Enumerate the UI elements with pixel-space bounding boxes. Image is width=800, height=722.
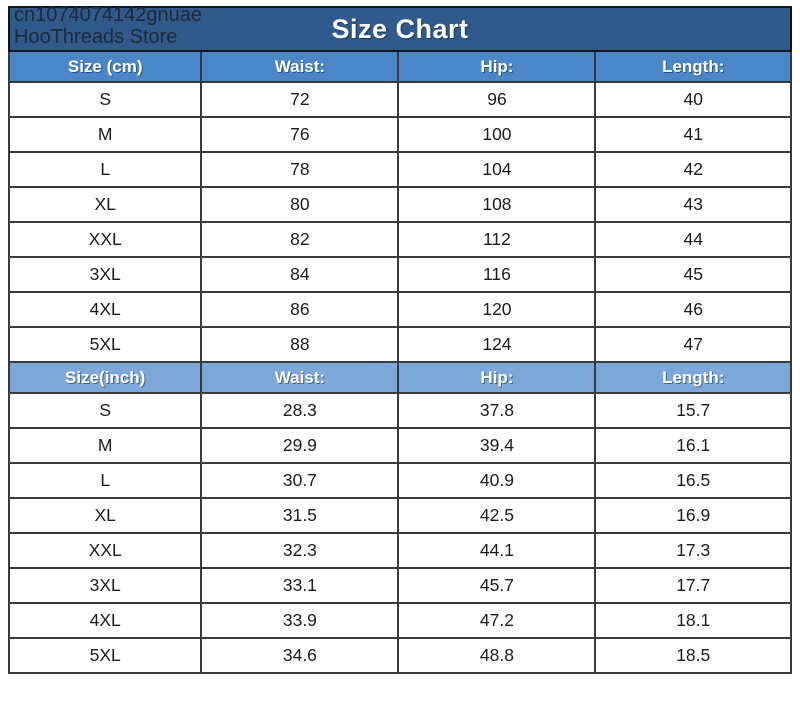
waist-value-cell: 82 bbox=[200, 221, 400, 258]
size-label-cell: XXL bbox=[7, 532, 203, 569]
size-chart-image: Size Chart cn1074074142gnuae HooThreads … bbox=[7, 4, 792, 674]
hip-value-cell: 120 bbox=[397, 291, 597, 328]
table-row-inch-s: S 28.3 37.8 15.7 bbox=[7, 392, 792, 429]
waist-value-cell: 86 bbox=[200, 291, 400, 328]
length-value-cell: 41 bbox=[594, 116, 792, 153]
size-label-cell: 4XL bbox=[7, 291, 203, 328]
header-waist-inch: Waist: bbox=[200, 361, 400, 394]
waist-value-cell: 72 bbox=[200, 81, 400, 118]
table-row-inch-5xl: 5XL 34.6 48.8 18.5 bbox=[7, 637, 792, 674]
size-label-cell: 5XL bbox=[7, 326, 203, 363]
watermark-store-id: cn1074074142gnuae bbox=[14, 4, 202, 26]
length-value-cell: 15.7 bbox=[594, 392, 792, 429]
size-label-cell: XL bbox=[7, 186, 203, 223]
header-size-inch: Size(inch) bbox=[7, 361, 203, 394]
size-label-cell: 4XL bbox=[7, 602, 203, 639]
table-row-cm-3xl: 3XL 84 116 45 bbox=[7, 256, 792, 293]
size-label-cell: XXL bbox=[7, 221, 203, 258]
length-value-cell: 16.9 bbox=[594, 497, 792, 534]
hip-value-cell: 108 bbox=[397, 186, 597, 223]
table-row-inch-4xl: 4XL 33.9 47.2 18.1 bbox=[7, 602, 792, 639]
table-row-cm-5xl: 5XL 88 124 47 bbox=[7, 326, 792, 363]
length-value-cell: 46 bbox=[594, 291, 792, 328]
header-row-cm: Size (cm) Waist: Hip: Length: bbox=[7, 50, 792, 83]
table-row-cm-l: L 78 104 42 bbox=[7, 151, 792, 188]
length-value-cell: 47 bbox=[594, 326, 792, 363]
waist-value-cell: 30.7 bbox=[200, 462, 400, 499]
table-row-cm-4xl: 4XL 86 120 46 bbox=[7, 291, 792, 328]
length-value-cell: 44 bbox=[594, 221, 792, 258]
size-label-cell: L bbox=[7, 462, 203, 499]
header-waist-cm: Waist: bbox=[200, 50, 400, 83]
table-row-inch-xl: XL 31.5 42.5 16.9 bbox=[7, 497, 792, 534]
hip-value-cell: 48.8 bbox=[397, 637, 597, 674]
hip-value-cell: 124 bbox=[397, 326, 597, 363]
hip-value-cell: 47.2 bbox=[397, 602, 597, 639]
header-hip-inch: Hip: bbox=[397, 361, 597, 394]
length-value-cell: 16.5 bbox=[594, 462, 792, 499]
title-bar: Size Chart cn1074074142gnuae HooThreads … bbox=[8, 4, 792, 52]
table-row-inch-xxl: XXL 32.3 44.1 17.3 bbox=[7, 532, 792, 569]
hip-value-cell: 42.5 bbox=[397, 497, 597, 534]
header-hip-cm: Hip: bbox=[397, 50, 597, 83]
table-row-cm-m: M 76 100 41 bbox=[7, 116, 792, 153]
size-label-cell: S bbox=[7, 392, 203, 429]
waist-value-cell: 32.3 bbox=[200, 532, 400, 569]
hip-value-cell: 104 bbox=[397, 151, 597, 188]
hip-value-cell: 96 bbox=[397, 81, 597, 118]
header-length-cm: Length: bbox=[594, 50, 792, 83]
waist-value-cell: 33.1 bbox=[200, 567, 400, 604]
waist-value-cell: 31.5 bbox=[200, 497, 400, 534]
waist-value-cell: 78 bbox=[200, 151, 400, 188]
length-value-cell: 43 bbox=[594, 186, 792, 223]
hip-value-cell: 100 bbox=[397, 116, 597, 153]
table-row-inch-m: M 29.9 39.4 16.1 bbox=[7, 427, 792, 464]
size-label-cell: 3XL bbox=[7, 256, 203, 293]
waist-value-cell: 34.6 bbox=[200, 637, 400, 674]
header-length-inch: Length: bbox=[594, 361, 792, 394]
length-value-cell: 45 bbox=[594, 256, 792, 293]
page-title: Size Chart bbox=[331, 13, 469, 44]
size-label-cell: M bbox=[7, 427, 203, 464]
size-label-cell: L bbox=[7, 151, 203, 188]
size-label-cell: S bbox=[7, 81, 203, 118]
table-row-cm-xxl: XXL 82 112 44 bbox=[7, 221, 792, 258]
size-chart-table: Size (cm) Waist: Hip: Length: S 72 96 40… bbox=[7, 50, 792, 674]
length-value-cell: 18.1 bbox=[594, 602, 792, 639]
length-value-cell: 18.5 bbox=[594, 637, 792, 674]
size-label-cell: 3XL bbox=[7, 567, 203, 604]
waist-value-cell: 28.3 bbox=[200, 392, 400, 429]
header-size-cm: Size (cm) bbox=[7, 50, 203, 83]
waist-value-cell: 33.9 bbox=[200, 602, 400, 639]
hip-value-cell: 40.9 bbox=[397, 462, 597, 499]
table-row-inch-3xl: 3XL 33.1 45.7 17.7 bbox=[7, 567, 792, 604]
waist-value-cell: 29.9 bbox=[200, 427, 400, 464]
length-value-cell: 40 bbox=[594, 81, 792, 118]
table-row-cm-s: S 72 96 40 bbox=[7, 81, 792, 118]
length-value-cell: 17.3 bbox=[594, 532, 792, 569]
waist-value-cell: 88 bbox=[200, 326, 400, 363]
size-label-cell: M bbox=[7, 116, 203, 153]
hip-value-cell: 45.7 bbox=[397, 567, 597, 604]
length-value-cell: 42 bbox=[594, 151, 792, 188]
table-row-inch-l: L 30.7 40.9 16.5 bbox=[7, 462, 792, 499]
length-value-cell: 17.7 bbox=[594, 567, 792, 604]
waist-value-cell: 84 bbox=[200, 256, 400, 293]
hip-value-cell: 37.8 bbox=[397, 392, 597, 429]
watermark-store-name: HooThreads Store bbox=[14, 26, 178, 48]
header-row-inch: Size(inch) Waist: Hip: Length: bbox=[7, 361, 792, 394]
hip-value-cell: 39.4 bbox=[397, 427, 597, 464]
hip-value-cell: 44.1 bbox=[397, 532, 597, 569]
size-label-cell: 5XL bbox=[7, 637, 203, 674]
length-value-cell: 16.1 bbox=[594, 427, 792, 464]
size-label-cell: XL bbox=[7, 497, 203, 534]
hip-value-cell: 112 bbox=[397, 221, 597, 258]
waist-value-cell: 80 bbox=[200, 186, 400, 223]
store-watermark: cn1074074142gnuae HooThreads Store bbox=[14, 4, 202, 48]
hip-value-cell: 116 bbox=[397, 256, 597, 293]
waist-value-cell: 76 bbox=[200, 116, 400, 153]
table-row-cm-xl: XL 80 108 43 bbox=[7, 186, 792, 223]
